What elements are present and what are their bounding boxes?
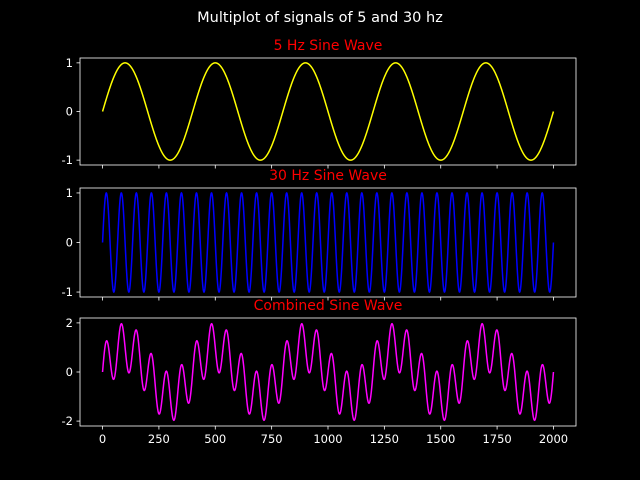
series-line-1-1 <box>101 62 555 161</box>
y-tick-label: -2 <box>62 414 73 428</box>
y-tick-label: 2 <box>66 316 73 330</box>
x-tick-label: 1750 <box>482 432 511 446</box>
y-tick-label: 1 <box>66 186 73 200</box>
subplot-title: 5 Hz Sine Wave <box>274 38 383 54</box>
y-tick-label: -1 <box>62 285 73 299</box>
subplot-title: 30 Hz Sine Wave <box>269 168 387 184</box>
x-tick-label: 750 <box>261 432 283 446</box>
y-tick-label: 1 <box>66 56 73 70</box>
y-tick-label: 0 <box>66 365 73 379</box>
subplots: -1 0 1 5 Hz Sine Wave -1 0 1 30 Hz Sine Wave -2 0… <box>62 38 577 446</box>
x-tick-label: 2000 <box>539 432 568 446</box>
x-tick-label: 1000 <box>313 432 342 446</box>
y-tick-label: -1 <box>62 153 73 167</box>
x-tick-label: 250 <box>148 432 170 446</box>
figure-suptitle: Multiplot of signals of 5 and 30 hz <box>197 10 443 26</box>
subplot-3: -2 0 2 0 250 500 750 1000 1250 1500 1750 2000 Combin… <box>62 298 577 446</box>
subplot-1: -1 0 1 5 Hz Sine Wave <box>62 38 577 169</box>
x-tick-label: 1250 <box>370 432 399 446</box>
series-line-2-1 <box>101 191 555 294</box>
subplot-title: Combined Sine Wave <box>254 298 403 314</box>
series-line-3-1 <box>101 322 555 422</box>
x-tick-label: 1500 <box>426 432 455 446</box>
x-tick-label: 500 <box>204 432 226 446</box>
x-tick-label: 0 <box>99 432 106 446</box>
y-tick-label: 0 <box>66 105 73 119</box>
y-tick-label: 0 <box>66 236 73 250</box>
subplot-2: -1 0 1 30 Hz Sine Wave <box>62 168 577 301</box>
